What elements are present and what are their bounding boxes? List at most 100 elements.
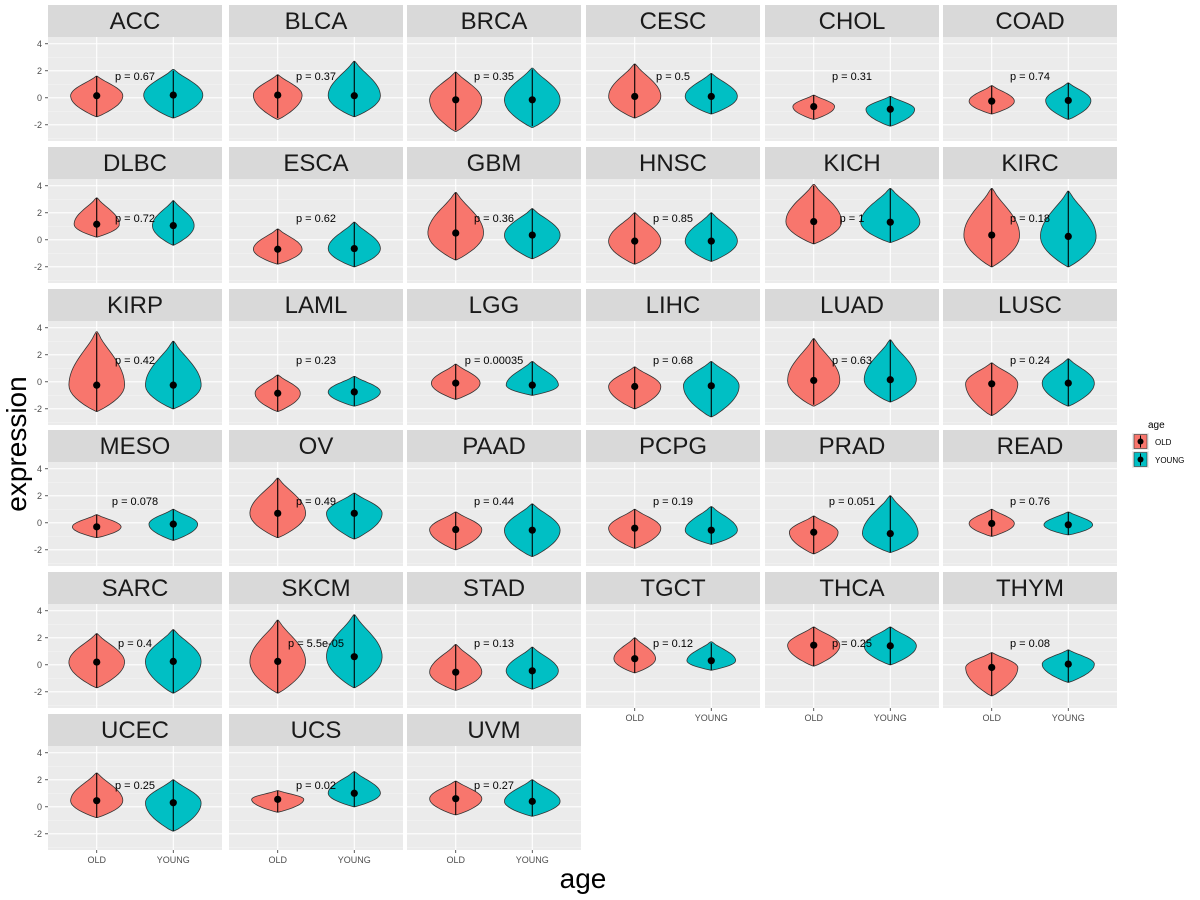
panel-background xyxy=(586,462,760,566)
p-value-label: p = 0.25 xyxy=(115,780,155,792)
facet-title: ACC xyxy=(110,8,161,35)
median-point-old xyxy=(452,525,460,534)
facet-title: UCS xyxy=(291,717,342,744)
facet-paad: PAAD p = 0.44 xyxy=(407,430,581,566)
facet-strip xyxy=(586,5,760,37)
facet-strip xyxy=(765,147,939,179)
median-point-young xyxy=(886,529,894,538)
median-point-old xyxy=(988,663,996,672)
median-point-old xyxy=(93,92,101,100)
median-point-young xyxy=(350,789,358,797)
median-point-old xyxy=(93,797,101,805)
median-point-old xyxy=(93,381,101,389)
panel-background xyxy=(407,462,581,566)
facet-strip xyxy=(407,714,581,746)
y-tick-label: 0 xyxy=(37,518,42,528)
x-tick-label: YOUNG xyxy=(157,855,190,865)
facet-title: SKCM xyxy=(281,575,350,602)
facet-dlbc: DLBC p = 0.72 4 2 0 -2 xyxy=(34,147,222,283)
median-point-young xyxy=(1064,232,1072,241)
median-point-old xyxy=(810,528,818,536)
y-tick-label: 0 xyxy=(37,235,42,245)
p-value-label: p = 0.18 xyxy=(1010,213,1050,225)
y-tick-label: 2 xyxy=(37,491,42,501)
median-point-old xyxy=(274,657,282,666)
facet-title: LGG xyxy=(469,292,520,319)
median-point-old xyxy=(452,795,460,803)
median-point-young xyxy=(707,657,715,665)
median-point-old xyxy=(274,91,282,99)
y-tick-label: -2 xyxy=(34,404,42,414)
facet-strip xyxy=(586,289,760,321)
median-point-old xyxy=(274,795,282,803)
facet-blca: BLCA p = 0.37 xyxy=(229,5,403,141)
legend-key-point-old xyxy=(1137,438,1144,445)
p-value-label: p = 0.44 xyxy=(474,496,514,508)
panel-background xyxy=(586,179,760,283)
facet-title: CESC xyxy=(640,8,707,35)
facet-title: MESO xyxy=(100,433,171,460)
facet-title: TGCT xyxy=(640,575,706,602)
facet-title: PCPG xyxy=(639,433,707,460)
facet-strip xyxy=(586,430,760,462)
p-value-label: p = 1 xyxy=(840,213,865,225)
facet-strip xyxy=(407,5,581,37)
x-tick-label: OLD xyxy=(625,713,644,723)
y-tick-label: -2 xyxy=(34,120,42,130)
panel-background xyxy=(586,321,760,425)
x-tick-label: OLD xyxy=(804,713,823,723)
x-tick-label: OLD xyxy=(982,713,1001,723)
facet-strip xyxy=(48,572,222,604)
facet-strip xyxy=(943,5,1117,37)
p-value-label: p = 0.62 xyxy=(296,213,336,225)
p-value-label: p = 0.37 xyxy=(296,71,336,83)
median-point-young xyxy=(350,509,358,517)
facet-strip xyxy=(48,714,222,746)
median-point-old xyxy=(631,382,639,391)
facet-title: THYM xyxy=(996,575,1064,602)
median-point-young xyxy=(528,526,536,534)
y-tick-label: 4 xyxy=(37,464,42,474)
median-point-old xyxy=(810,102,818,111)
facet-strip xyxy=(765,5,939,37)
y-tick-label: 2 xyxy=(37,66,42,76)
facet-esca: ESCA p = 0.62 xyxy=(229,147,403,283)
p-value-label: p = 5.5e-05 xyxy=(288,638,344,650)
panel-background xyxy=(48,462,222,566)
facet-strip xyxy=(407,289,581,321)
facet-strip xyxy=(229,5,403,37)
panel-background xyxy=(229,179,403,283)
facet-title: KIRP xyxy=(107,292,163,319)
facet-chol: CHOL p = 0.31 xyxy=(765,5,939,141)
facet-title: LUAD xyxy=(820,292,884,319)
facet-tgct: TGCT p = 0.12 OLD YOUNG xyxy=(586,572,760,723)
p-value-label: p = 0.63 xyxy=(832,355,872,367)
median-point-old xyxy=(631,237,639,245)
y-tick-label: 0 xyxy=(37,377,42,387)
y-tick-label: 2 xyxy=(37,350,42,360)
facet-title: CHOL xyxy=(819,8,886,35)
p-value-label: p = 0.078 xyxy=(112,496,158,508)
median-point-young xyxy=(528,96,536,104)
median-point-old xyxy=(631,92,639,101)
facet-lgg: LGG p = 0.00035 xyxy=(407,289,581,425)
median-point-young xyxy=(350,388,358,396)
facet-title: DLBC xyxy=(103,150,167,177)
facet-strip xyxy=(943,572,1117,604)
median-point-young xyxy=(528,667,536,675)
x-tick-label: OLD xyxy=(87,855,106,865)
facet-title: PRAD xyxy=(819,433,886,460)
facet-prad: PRAD p = 0.051 xyxy=(765,430,939,566)
facet-title: KIRC xyxy=(1001,150,1058,177)
p-value-label: p = 0.4 xyxy=(118,638,152,650)
median-point-old xyxy=(93,658,101,666)
y-axis-title: expression xyxy=(1,376,32,511)
x-axis-title: age xyxy=(560,863,607,894)
panel-background xyxy=(48,179,222,283)
p-value-label: p = 0.68 xyxy=(653,355,693,367)
facet-title: BLCA xyxy=(285,8,348,35)
median-point-young xyxy=(528,797,536,805)
facet-kirp: KIRP p = 0.42 4 2 0 -2 xyxy=(34,289,222,425)
facet-title: ESCA xyxy=(283,150,348,177)
